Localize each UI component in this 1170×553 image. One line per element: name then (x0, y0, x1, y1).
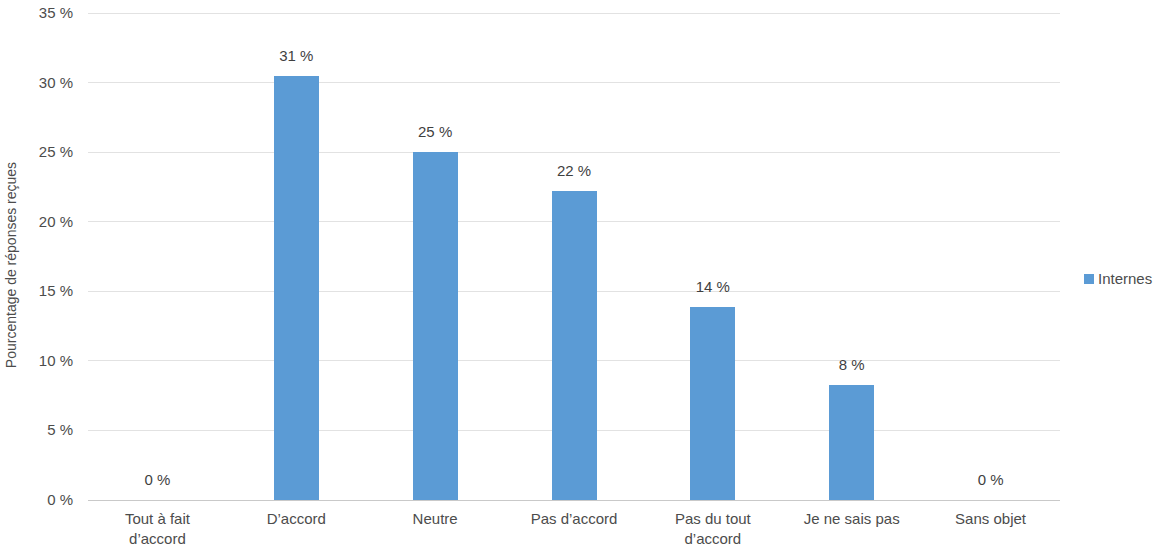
bar-value-label: 31 % (256, 47, 336, 65)
bar-value-label: 0 % (951, 471, 1031, 489)
category-label: Tout à fait d’accord (88, 509, 227, 549)
legend: Internes (1084, 271, 1152, 286)
y-tick-label: 30 % (3, 74, 73, 92)
bar-value-label: 0 % (117, 471, 197, 489)
y-tick-label: 20 % (3, 213, 73, 231)
gridline (88, 82, 1060, 83)
bar (413, 152, 458, 500)
bar-value-label: 22 % (534, 162, 614, 180)
bar (829, 385, 874, 500)
y-tick-label: 0 % (3, 491, 73, 509)
bar-value-label: 14 % (673, 278, 753, 296)
bar (274, 76, 319, 500)
category-label: Pas d’accord (505, 509, 644, 529)
gridline (88, 13, 1060, 14)
y-tick-label: 25 % (3, 143, 73, 161)
category-label: Neutre (366, 509, 505, 529)
category-label: Pas du tout d’accord (643, 509, 782, 549)
y-tick-label: 35 % (3, 4, 73, 22)
category-label: D’accord (227, 509, 366, 529)
y-tick-label: 10 % (3, 352, 73, 370)
y-tick-label: 15 % (3, 282, 73, 300)
gridline (88, 152, 1060, 153)
bar (552, 191, 597, 500)
bar (690, 307, 735, 500)
bar-chart: Pourcentage de réponses reçues 0 %5 %10 … (0, 0, 1170, 553)
category-label: Je ne sais pas (782, 509, 921, 529)
bar-value-label: 8 % (812, 356, 892, 374)
y-tick-label: 5 % (3, 421, 73, 439)
bar-value-label: 25 % (395, 123, 475, 141)
legend-marker-icon (1084, 274, 1094, 284)
category-label: Sans objet (921, 509, 1060, 529)
legend-series-label: Internes (1098, 271, 1152, 286)
